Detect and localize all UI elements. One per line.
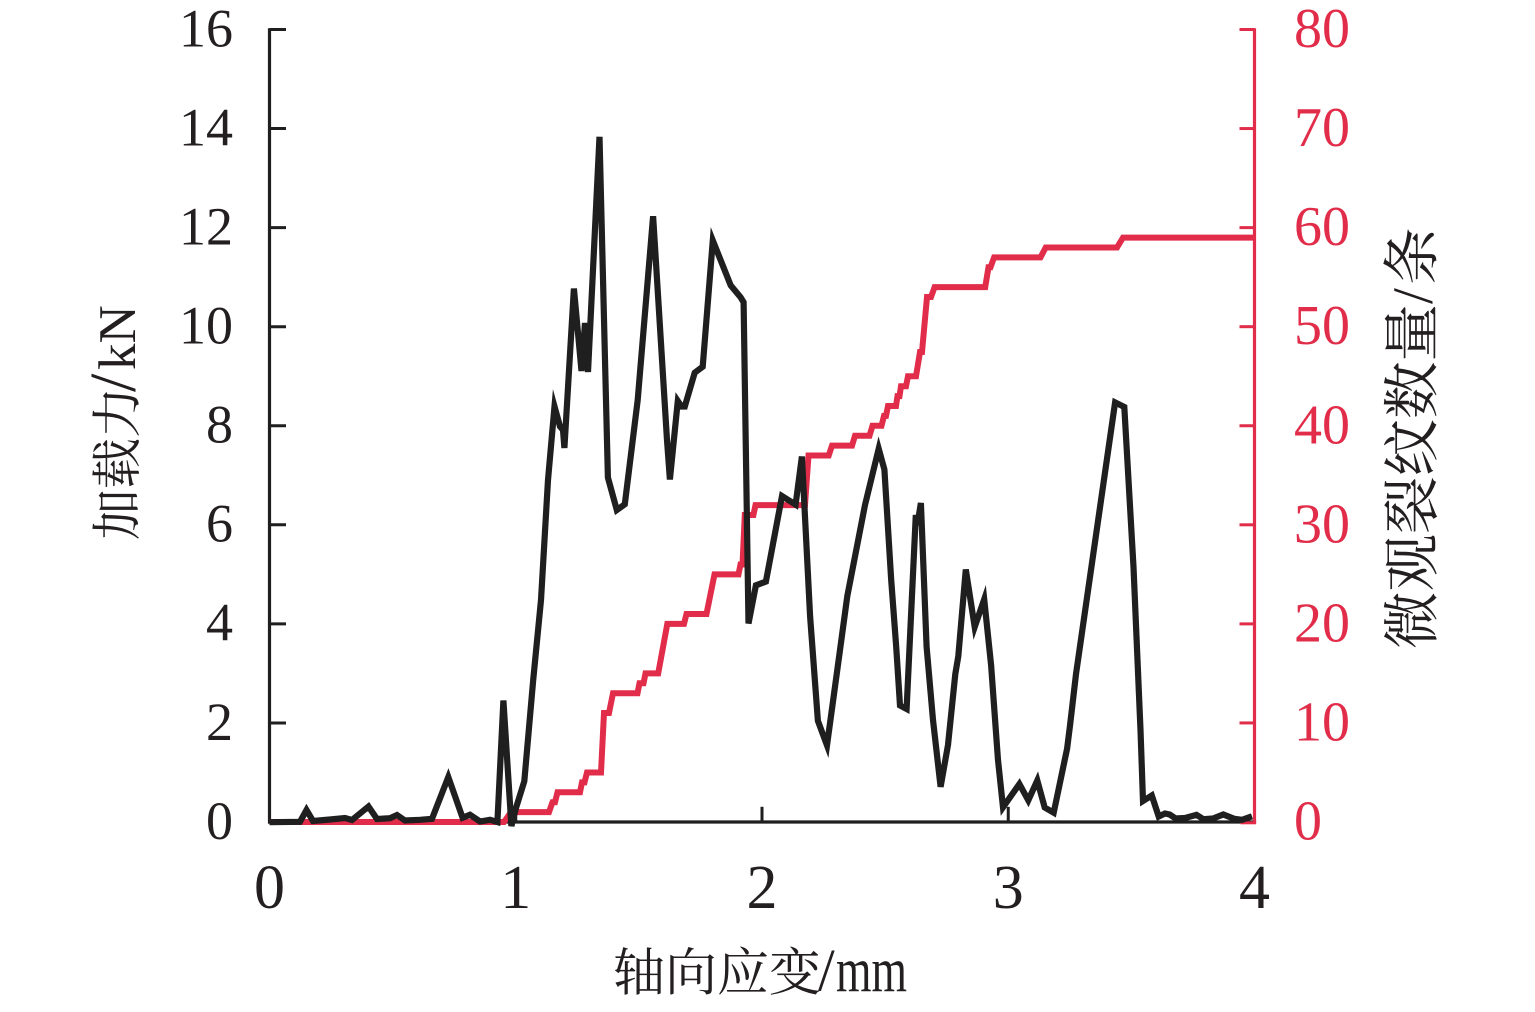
svg-text:kN: kN	[89, 305, 147, 370]
svg-text:8: 8	[206, 395, 233, 455]
svg-text:30: 30	[1294, 493, 1350, 555]
svg-text:2: 2	[206, 692, 233, 752]
svg-text:6: 6	[206, 494, 233, 554]
svg-text:20: 20	[1294, 592, 1350, 654]
svg-text:0: 0	[206, 791, 233, 851]
svg-text:/: /	[818, 938, 835, 1004]
svg-text:50: 50	[1294, 295, 1350, 357]
svg-text:16: 16	[179, 0, 233, 58]
svg-text:10: 10	[179, 296, 233, 356]
svg-text:/: /	[1382, 288, 1445, 304]
svg-text:40: 40	[1294, 394, 1350, 456]
svg-text:70: 70	[1294, 97, 1350, 159]
svg-text:12: 12	[179, 197, 233, 257]
svg-text:80: 80	[1294, 0, 1350, 60]
svg-text:3: 3	[993, 854, 1024, 922]
svg-text:/: /	[77, 373, 150, 392]
svg-text:mm: mm	[836, 934, 907, 1005]
svg-text:4: 4	[1239, 854, 1270, 922]
svg-text:10: 10	[1294, 692, 1350, 754]
svg-text:0: 0	[254, 854, 285, 922]
svg-text:4: 4	[206, 593, 233, 653]
svg-text:2: 2	[747, 854, 778, 922]
svg-text:14: 14	[179, 97, 233, 157]
svg-text:60: 60	[1294, 196, 1350, 258]
svg-text:0: 0	[1294, 791, 1322, 853]
svg-text:1: 1	[500, 854, 531, 922]
